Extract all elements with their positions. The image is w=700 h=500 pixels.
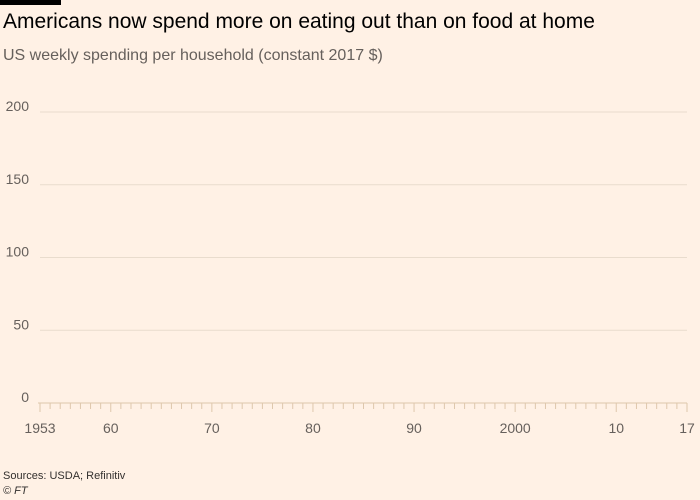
brand-bar	[0, 0, 61, 5]
y-tick-label-50: 50	[13, 316, 29, 332]
x-tick-label-1980: 80	[305, 420, 321, 436]
y-axis: 0 50 100 150 200	[6, 98, 30, 405]
line-chart: 0 50 100 150 200 1953 60 70 80 90 2000 10 17	[6, 98, 695, 436]
y-tick-label-200: 200	[6, 98, 30, 114]
x-tick-label-1990: 90	[406, 420, 422, 436]
x-axis: 1953 60 70 80 90 2000 10 17	[24, 402, 695, 436]
y-tick-label-150: 150	[6, 171, 30, 187]
chart-subtitle: US weekly spending per household (consta…	[3, 47, 383, 64]
y-tick-label-100: 100	[6, 244, 30, 260]
gridlines	[40, 111, 687, 331]
x-tick-label-1970: 70	[204, 420, 220, 436]
ft-credit: © FT	[3, 485, 28, 497]
x-tick-label-1953: 1953	[24, 420, 55, 436]
x-tick-label-2000: 2000	[500, 420, 531, 436]
x-tick-label-1960: 60	[103, 420, 119, 436]
x-tick-label-2017: 17	[679, 420, 695, 436]
y-tick-label-0: 0	[21, 389, 29, 405]
chart-title: Americans now spend more on eating out t…	[3, 10, 595, 33]
sources-note: Sources: USDA; Refinitiv	[3, 470, 126, 482]
x-tick-label-2010: 10	[608, 420, 624, 436]
